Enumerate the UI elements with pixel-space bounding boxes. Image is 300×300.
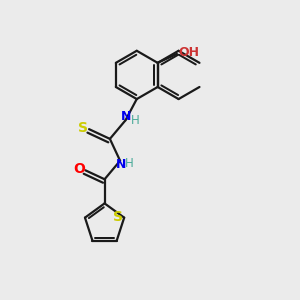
- Text: N: N: [121, 110, 131, 123]
- Text: H: H: [125, 157, 134, 170]
- Text: S: S: [78, 121, 88, 135]
- Text: N: N: [116, 158, 126, 171]
- Text: H: H: [130, 114, 139, 127]
- Text: S: S: [113, 210, 123, 224]
- Text: O: O: [73, 162, 85, 176]
- Text: OH: OH: [178, 46, 200, 59]
